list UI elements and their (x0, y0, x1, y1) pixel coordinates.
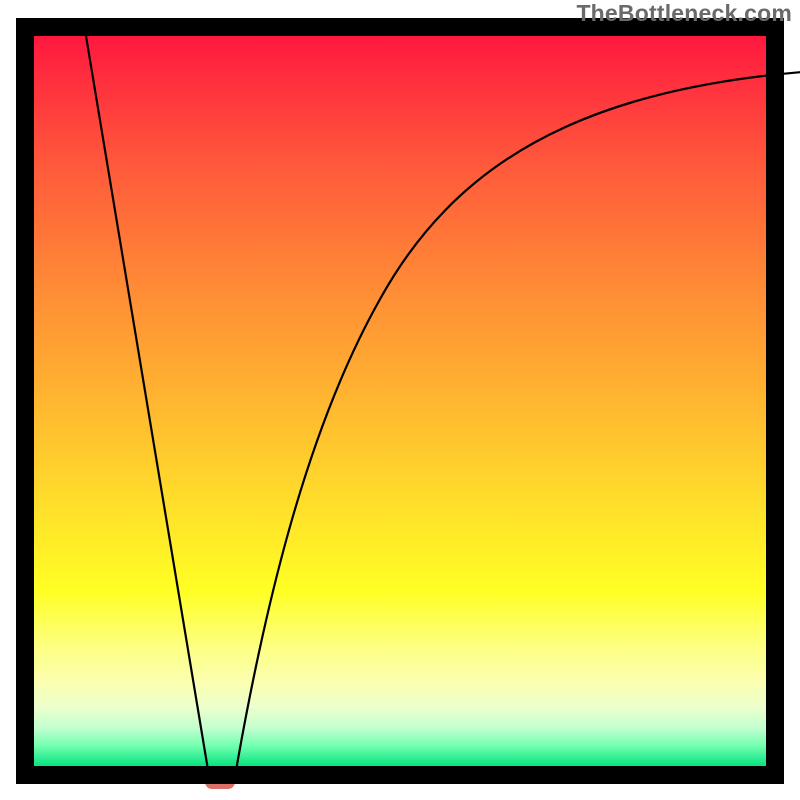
curve-right-segment (234, 72, 800, 782)
minimum-marker (205, 775, 235, 789)
bottleneck-curve (34, 36, 766, 766)
border-left (16, 18, 34, 784)
curve-left-segment (86, 36, 210, 782)
bottleneck-chart: TheBottleneck.com (0, 0, 800, 800)
border-bottom (16, 766, 784, 784)
watermark-text: TheBottleneck.com (576, 0, 792, 27)
border-right (766, 18, 784, 784)
plot-area (34, 36, 766, 766)
